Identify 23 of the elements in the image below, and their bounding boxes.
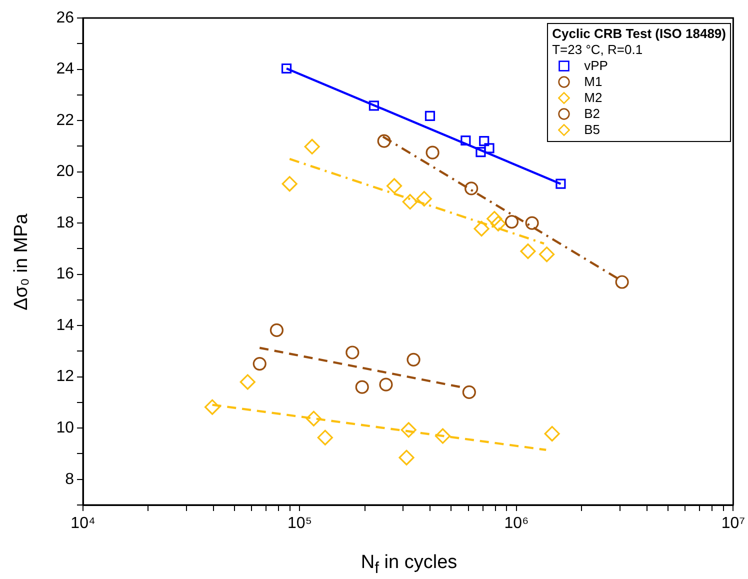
legend-label: M2: [584, 90, 602, 106]
x-tick-label: 10⁴: [70, 515, 96, 532]
x-tick-label: 10⁷: [721, 515, 746, 532]
y-tick-label: 22: [56, 112, 74, 129]
x-tick-label: 10⁶: [504, 515, 529, 532]
legend-label: M1: [584, 74, 602, 90]
y-tick-label: 18: [56, 214, 74, 232]
y-tick-label: 10: [56, 420, 74, 437]
legend-label: B2: [584, 106, 600, 122]
x-axis-title: N$_{f}$ in cycles: [360, 552, 458, 578]
y-tick-label: 20: [56, 163, 74, 180]
legend-label: B5: [584, 122, 600, 138]
legend-label: vPP: [584, 58, 608, 74]
y-axis-title: Δσ₀ in MPa: [11, 214, 33, 310]
y-tick-label: 12: [56, 368, 74, 386]
x-tick-label: 10⁵: [288, 515, 312, 532]
legend-title: Cyclic CRB Test (ISO 18489): [552, 26, 726, 42]
y-tick-label: 26: [56, 9, 74, 26]
y-tick-label: 8: [65, 470, 74, 488]
y-tick-label: 14: [56, 316, 74, 334]
y-tick-label: 16: [56, 266, 74, 283]
annotation: T=23 °C, R=0.1: [552, 42, 644, 58]
y-tick-label: 24: [56, 60, 74, 78]
